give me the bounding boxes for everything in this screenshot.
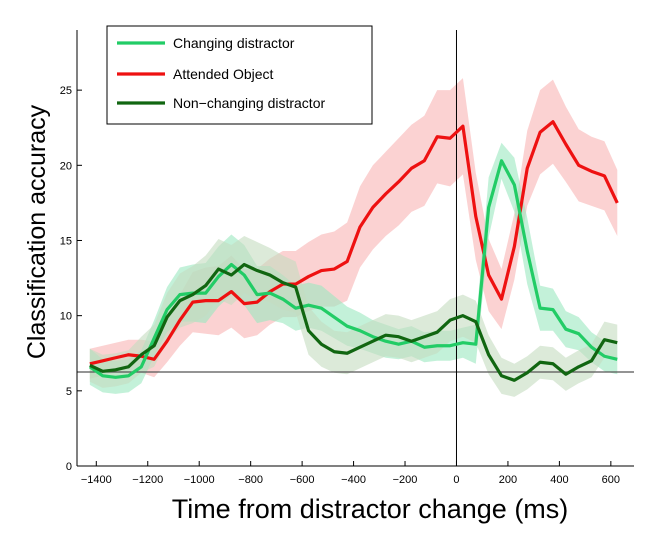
x-tick-label: −1400 xyxy=(81,474,112,486)
confidence-bands xyxy=(89,78,618,397)
axes xyxy=(76,30,634,467)
line-attended xyxy=(89,120,619,366)
y-tick-label: 10 xyxy=(60,311,72,323)
x-tick-label: −600 xyxy=(290,474,315,486)
legend-label-changing: Changing distractor xyxy=(173,35,295,51)
y-tick-label: 25 xyxy=(60,85,72,97)
y-tick-label: 20 xyxy=(60,160,72,172)
x-tick-label: −1000 xyxy=(184,474,215,486)
y-tick-label: 5 xyxy=(66,386,72,398)
y-tick-label: 0 xyxy=(66,461,72,473)
x-tick-label: 200 xyxy=(499,474,517,486)
series-lines xyxy=(88,120,619,382)
y-axis-title: Classification accuracy xyxy=(23,104,51,359)
x-axis-title: Time from distractor change (ms) xyxy=(172,494,569,524)
y-tick-label: 15 xyxy=(60,235,72,247)
tick-labels: −1400 −1200 −1000 −800 −600 −400 −200 0 200 400 60… xyxy=(60,85,620,486)
line-changing xyxy=(88,159,618,379)
legend-label-attended: Attended Object xyxy=(173,66,274,82)
x-tick-label: 400 xyxy=(550,474,568,486)
line-nonchanging xyxy=(89,262,618,382)
x-tick-label: 600 xyxy=(602,474,620,486)
x-tick-label: 0 xyxy=(453,474,459,486)
x-tick-label: −800 xyxy=(238,474,263,486)
legend: Changing distractor Attended Object Non−… xyxy=(106,25,373,125)
band-nonchanging xyxy=(89,235,618,397)
legend-label-nonchanging: Non−changing distractor xyxy=(173,95,325,111)
reference-lines xyxy=(77,30,634,466)
x-tick-label: −400 xyxy=(341,474,366,486)
x-tick-label: −200 xyxy=(393,474,418,486)
x-tick-label: −1200 xyxy=(132,474,163,486)
